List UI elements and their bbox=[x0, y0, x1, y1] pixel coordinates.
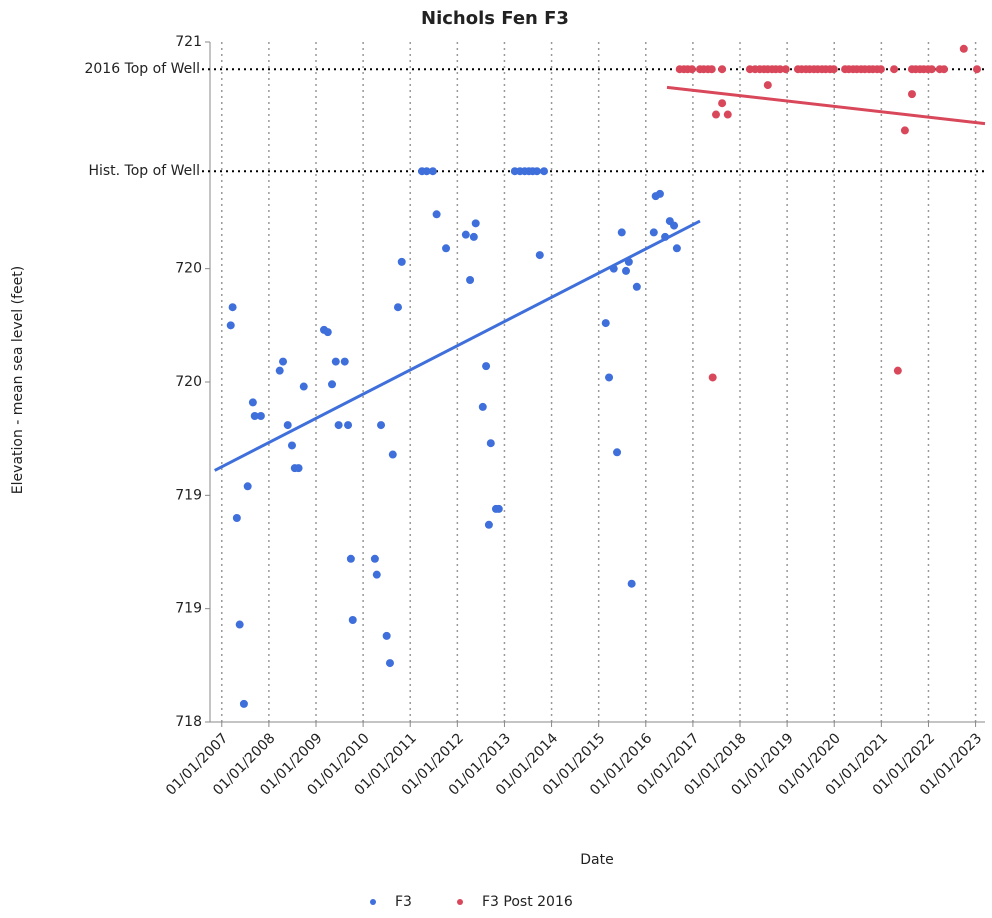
point bbox=[471, 219, 480, 228]
point bbox=[907, 90, 916, 99]
point bbox=[670, 221, 679, 230]
x-axis-title: Date bbox=[580, 852, 613, 868]
point bbox=[275, 366, 284, 375]
point bbox=[432, 210, 441, 219]
point bbox=[382, 631, 391, 640]
point bbox=[397, 257, 406, 266]
point bbox=[235, 620, 244, 629]
point bbox=[718, 99, 727, 108]
point bbox=[370, 554, 379, 563]
point bbox=[927, 65, 936, 74]
point bbox=[605, 373, 614, 382]
point bbox=[763, 81, 772, 90]
legend-marker bbox=[457, 899, 463, 905]
point bbox=[613, 448, 622, 457]
point bbox=[632, 282, 641, 291]
y-tick-label: 720 bbox=[175, 261, 202, 277]
point bbox=[940, 65, 949, 74]
point bbox=[348, 616, 357, 624]
point bbox=[299, 382, 308, 391]
point bbox=[655, 189, 664, 198]
point bbox=[893, 366, 902, 375]
point bbox=[228, 303, 237, 312]
legend-label: F3 Post 2016 bbox=[482, 894, 573, 910]
reference-label: Hist. Top of Well bbox=[88, 163, 200, 179]
y-tick-label: 720 bbox=[175, 374, 202, 390]
point bbox=[959, 44, 968, 53]
point bbox=[781, 65, 790, 74]
point bbox=[461, 230, 470, 239]
point bbox=[287, 441, 296, 450]
point bbox=[478, 402, 487, 411]
point bbox=[239, 699, 248, 708]
point bbox=[377, 421, 386, 430]
point bbox=[385, 659, 394, 668]
y-tick-label: 718 bbox=[175, 714, 202, 730]
point bbox=[442, 244, 451, 253]
point bbox=[486, 439, 495, 448]
point bbox=[340, 357, 349, 366]
point bbox=[250, 412, 259, 420]
point bbox=[331, 357, 340, 366]
point bbox=[323, 328, 332, 337]
point bbox=[494, 504, 503, 513]
point bbox=[344, 421, 353, 430]
point bbox=[718, 65, 727, 74]
y-axis-title: Elevation - mean sea level (feet) bbox=[10, 266, 26, 494]
point bbox=[532, 167, 541, 176]
point bbox=[711, 110, 720, 119]
point bbox=[279, 357, 288, 366]
trend-line bbox=[666, 85, 986, 126]
point bbox=[601, 319, 610, 328]
point bbox=[890, 65, 899, 74]
point bbox=[226, 321, 235, 330]
point bbox=[283, 421, 292, 430]
point bbox=[428, 167, 437, 176]
point bbox=[393, 303, 402, 312]
point bbox=[707, 65, 716, 74]
point bbox=[540, 167, 549, 176]
y-tick-label: 719 bbox=[175, 601, 202, 617]
point bbox=[972, 65, 981, 74]
point bbox=[388, 450, 397, 459]
point bbox=[622, 266, 631, 275]
legend-label: F3 bbox=[395, 894, 412, 910]
point bbox=[243, 482, 252, 491]
point bbox=[422, 167, 431, 176]
y-tick-label: 721 bbox=[175, 34, 202, 50]
point bbox=[328, 380, 337, 389]
point bbox=[829, 65, 838, 74]
point bbox=[708, 373, 717, 382]
point bbox=[294, 464, 303, 473]
point bbox=[649, 228, 658, 237]
point bbox=[627, 579, 636, 588]
point bbox=[248, 398, 257, 407]
point bbox=[466, 276, 475, 284]
point bbox=[334, 421, 343, 430]
chart-title: Nichols Fen F3 bbox=[421, 8, 569, 29]
point bbox=[232, 514, 241, 522]
point bbox=[617, 228, 626, 237]
reference-label: 2016 Top of Well bbox=[84, 61, 200, 77]
point bbox=[346, 554, 355, 563]
point bbox=[535, 251, 544, 260]
point bbox=[372, 570, 381, 579]
point bbox=[900, 126, 909, 135]
legend-marker bbox=[370, 899, 376, 905]
point bbox=[482, 362, 491, 371]
point bbox=[484, 520, 493, 529]
point bbox=[723, 110, 732, 119]
point bbox=[672, 244, 681, 253]
point bbox=[469, 232, 478, 241]
point bbox=[687, 65, 696, 74]
trend-line bbox=[214, 219, 701, 472]
point bbox=[776, 65, 785, 74]
y-tick-label: 719 bbox=[175, 487, 202, 503]
point bbox=[256, 412, 265, 420]
point bbox=[876, 65, 885, 74]
